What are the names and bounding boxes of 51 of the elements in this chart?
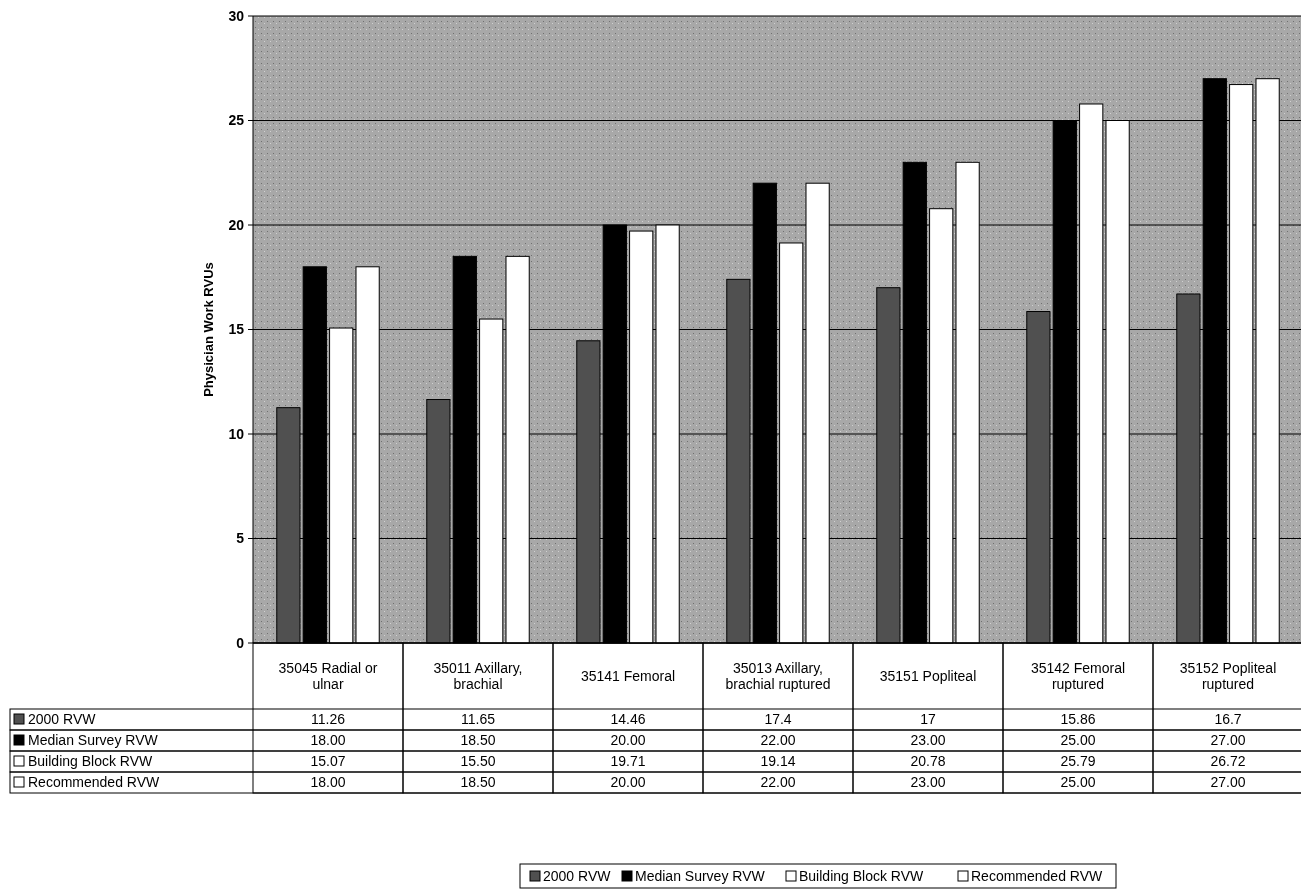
data-label: 27.00 [1210, 774, 1246, 791]
data-label: 11.26 [311, 711, 346, 728]
x-tick-label: 35141 Femoral [580, 667, 676, 684]
legend-label: 2000 RVW [28, 711, 97, 728]
data-label: 26.72 [1210, 753, 1246, 770]
data-label: 20.00 [610, 732, 646, 749]
data-label: 18.00 [310, 732, 346, 749]
data-label: 18.00 [310, 774, 346, 791]
y-tick-label: 15 [228, 321, 245, 338]
x-tick-label: 35142 Femoral ruptured [1030, 659, 1126, 692]
data-label: 15.86 [1060, 711, 1096, 728]
data-label: 14.46 [610, 711, 646, 728]
y-tick-label: 10 [228, 425, 245, 442]
y-tick-label: 0 [236, 634, 245, 651]
y-tick-label: 20 [228, 216, 245, 233]
data-label: 20.78 [910, 753, 946, 770]
y-tick-label: 25 [228, 112, 245, 129]
data-label: 18.50 [460, 732, 496, 749]
data-label: 20.00 [610, 774, 646, 791]
data-label: 16.7 [1214, 711, 1242, 728]
data-label: 27.00 [1210, 732, 1246, 749]
data-label: 22.00 [760, 732, 796, 749]
x-tick-label: 35013 Axillary, brachial ruptured [725, 659, 831, 692]
y-tick-label: 5 [236, 530, 245, 547]
text: Recommended RVW [28, 774, 160, 791]
y-axis-title: Physician Work RVUs [201, 262, 216, 397]
y-tick-label: 30 [228, 7, 245, 24]
legend-item: 2000 RVW [529, 867, 611, 884]
data-label: 25.00 [1060, 774, 1096, 791]
data-label: 25.79 [1060, 753, 1096, 770]
legend-label: Building Block RVW [28, 753, 154, 770]
x-tick-label: 35011 Axillary, brachial [433, 659, 523, 692]
data-label: 15.07 [310, 753, 346, 770]
data-label: 19.14 [760, 753, 796, 770]
data-label: 11.65 [461, 711, 496, 728]
data-label: 15.50 [460, 753, 496, 770]
legend-label: Median Survey RVW [28, 732, 159, 749]
data-label: 17 [920, 711, 936, 728]
data-label: 18.50 [460, 774, 496, 791]
legend-item: Median Survey RVW [621, 867, 765, 884]
legend-item: Building Block RVW [785, 867, 924, 884]
data-label: 19.71 [610, 753, 646, 770]
data-label: 25.00 [1060, 732, 1096, 749]
x-tick-label: 35045 Radial or ulnar [278, 659, 378, 692]
x-tick-label: 35152 Popliteal ruptured [1179, 659, 1277, 692]
data-label: 23.00 [910, 774, 946, 791]
data-label: 23.00 [910, 732, 946, 749]
x-tick-label: 35151 Popliteal [879, 667, 977, 684]
legend-item: Recommended RVW [957, 867, 1103, 884]
data-label: 17.4 [764, 711, 792, 728]
data-label: 22.00 [760, 774, 796, 791]
